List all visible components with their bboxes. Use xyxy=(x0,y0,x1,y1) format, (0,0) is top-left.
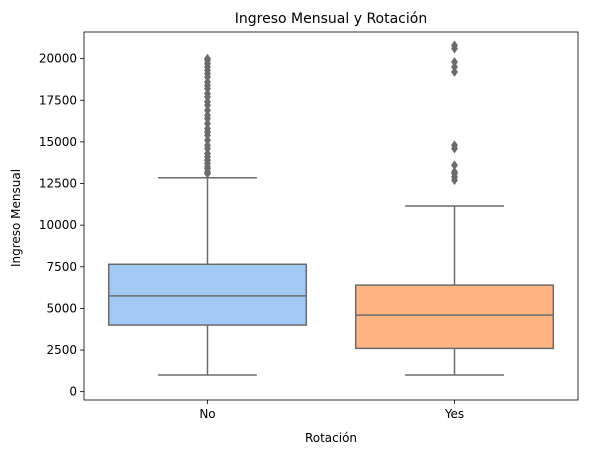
y-axis-label: Ingreso Mensual xyxy=(9,169,23,267)
y-tick-label: 2500 xyxy=(46,343,77,357)
y-tick-label: 17500 xyxy=(39,93,77,107)
outlier-point-no xyxy=(203,53,212,64)
outlier-point-yes xyxy=(450,57,459,67)
y-tick-label: 0 xyxy=(69,385,77,399)
outlier-point-no xyxy=(203,88,212,99)
outlier-point-yes xyxy=(450,166,459,177)
y-axis: 0 2500 5000 7500 10000 12500 15000 17500 20000 xyxy=(39,52,84,399)
plot-area xyxy=(83,31,579,401)
x-axis: No Yes xyxy=(199,400,464,421)
outlier-point-yes xyxy=(450,140,459,151)
outlier-point-yes xyxy=(450,160,459,171)
outlier-point-yes xyxy=(450,67,459,77)
outlier-point-no xyxy=(203,110,212,121)
outlier-point-no xyxy=(203,77,212,87)
x-tick-label-no: No xyxy=(199,407,215,421)
outlier-point-no xyxy=(203,140,212,151)
outlier-point-yes xyxy=(450,62,459,72)
box-yes xyxy=(354,284,555,350)
outlier-point-yes xyxy=(450,40,459,51)
outlier-point-no xyxy=(203,123,212,134)
plot-frame xyxy=(83,31,579,401)
y-tick-label: 12500 xyxy=(39,177,77,191)
x-axis-label: Rotación xyxy=(305,431,357,445)
y-tick-label: 10000 xyxy=(39,218,77,232)
outlier-point-no xyxy=(203,148,212,159)
y-tick-label: 15000 xyxy=(39,135,77,149)
outlier-point-no xyxy=(203,135,212,146)
outlier-point-no xyxy=(203,97,212,107)
outlier-point-no xyxy=(203,105,212,116)
outlier-point-no xyxy=(203,118,212,129)
y-tick-label: 5000 xyxy=(46,301,77,315)
x-tick-label-yes: Yes xyxy=(444,407,464,421)
y-tick-label: 7500 xyxy=(46,260,77,274)
box-no xyxy=(107,263,308,326)
chart-title: Ingreso Mensual y Rotación xyxy=(235,11,427,27)
y-tick-label: 20000 xyxy=(39,52,77,66)
